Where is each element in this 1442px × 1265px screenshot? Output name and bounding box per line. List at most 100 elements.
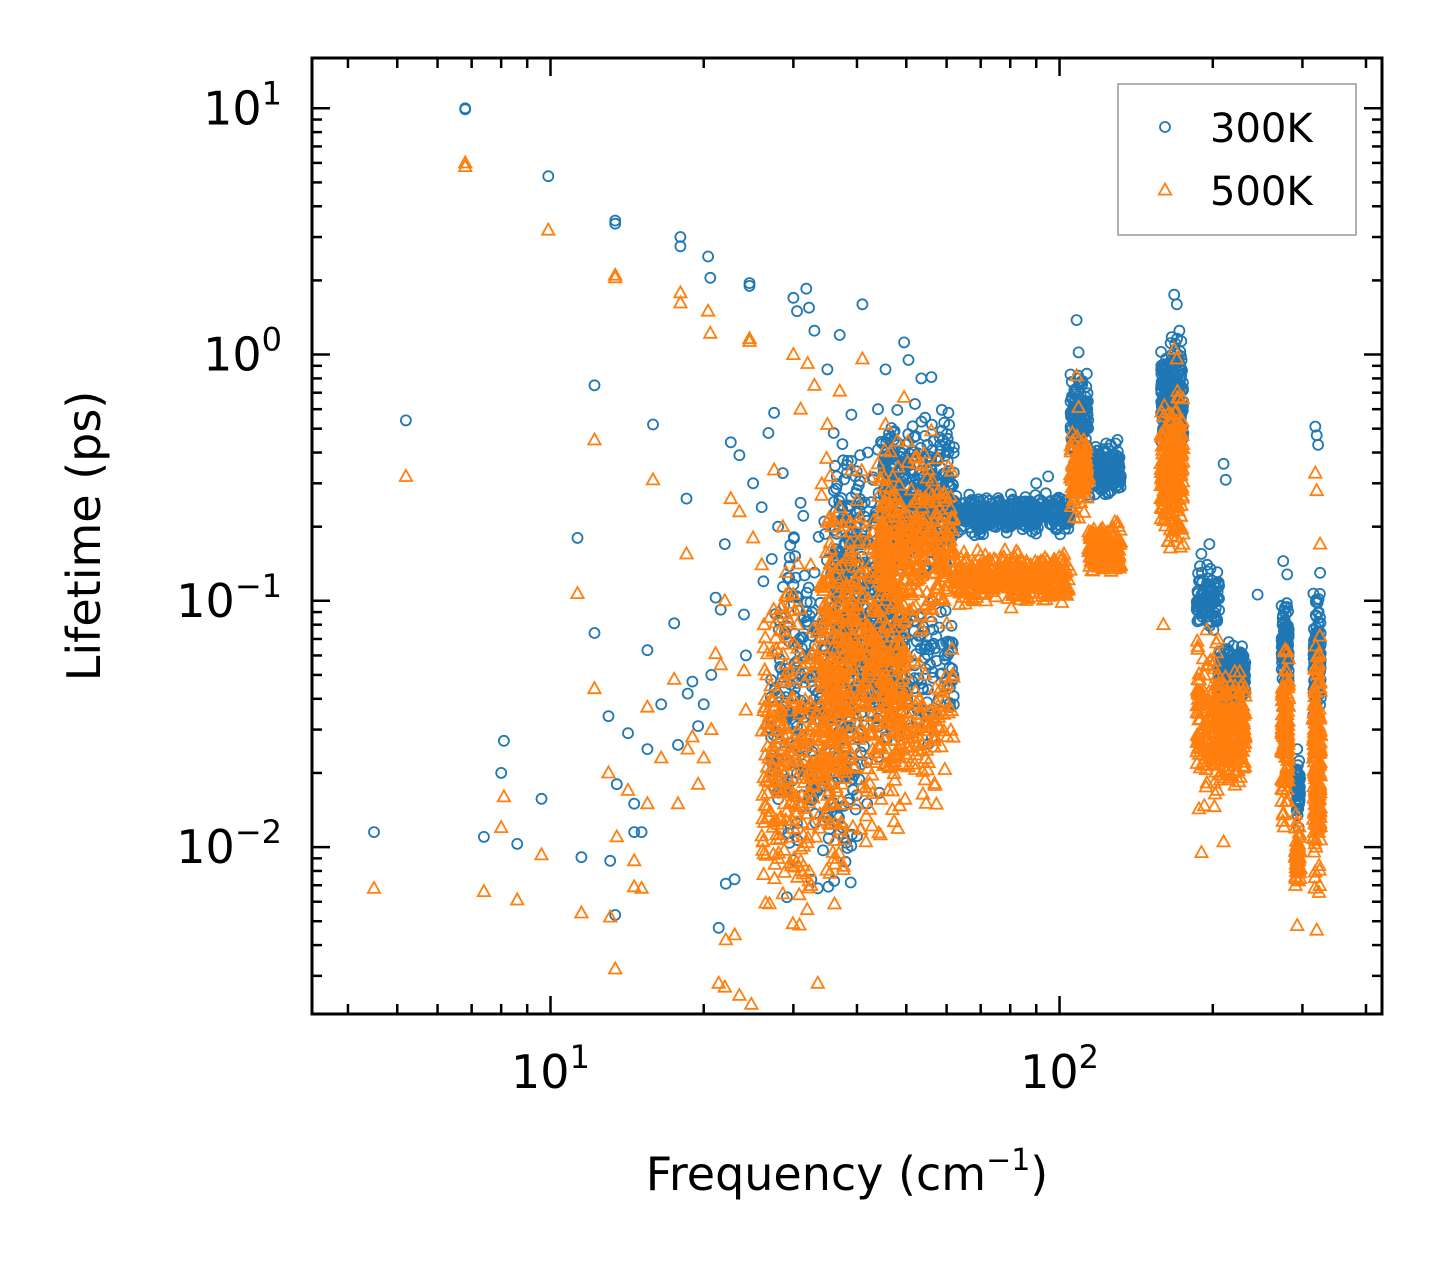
- point-300k: [692, 720, 704, 732]
- point-300k: [609, 217, 622, 230]
- point-300k: [641, 743, 654, 755]
- data-points: [366, 102, 1329, 1010]
- point-300k: [1312, 438, 1324, 451]
- point-300k: [1291, 784, 1304, 796]
- point-300k: [755, 501, 768, 514]
- point-300k: [828, 484, 840, 497]
- point-300k: [933, 431, 946, 444]
- point-300k: [1109, 465, 1122, 478]
- point-300k: [641, 644, 654, 657]
- point-300k: [647, 418, 659, 431]
- point-300k: [1016, 523, 1029, 536]
- point-500k: [772, 830, 789, 844]
- point-300k: [674, 240, 687, 253]
- point-300k: [1070, 314, 1083, 327]
- point-300k: [1203, 538, 1216, 550]
- point-300k: [1192, 605, 1205, 617]
- point-300k: [925, 371, 938, 384]
- point-300k: [705, 669, 718, 681]
- point-300k: [797, 509, 810, 522]
- point-300k: [1173, 324, 1186, 337]
- point-300k: [1194, 574, 1207, 586]
- point-300k: [997, 512, 1009, 524]
- point-500k: [755, 866, 772, 880]
- point-300k: [947, 446, 960, 459]
- point-300k: [821, 363, 834, 376]
- point-300k: [1277, 625, 1290, 637]
- point-300k: [1195, 548, 1208, 560]
- point-300k: [724, 436, 737, 449]
- point-300k: [1109, 457, 1121, 470]
- point-300k: [808, 566, 821, 579]
- point-300k: [791, 305, 803, 318]
- point-500k: [775, 885, 791, 900]
- point-300k: [588, 627, 601, 639]
- point-300k: [938, 649, 951, 662]
- point-500k: [816, 807, 832, 822]
- point-300k: [704, 271, 717, 284]
- point-300k: [1210, 612, 1222, 625]
- point-300k: [965, 493, 978, 506]
- point-300k: [925, 455, 938, 468]
- point-300k: [1042, 470, 1055, 483]
- point-300k: [757, 575, 770, 588]
- point-300k: [768, 406, 780, 419]
- point-300k: [930, 655, 943, 667]
- point-300k: [965, 516, 978, 528]
- point-300k: [1053, 496, 1066, 509]
- point-300k: [1309, 420, 1322, 433]
- point-300k: [961, 515, 974, 528]
- point-300k: [575, 851, 588, 864]
- point-300k: [1279, 601, 1291, 614]
- point-300k: [1053, 492, 1066, 505]
- point-300k: [477, 831, 490, 843]
- point-300k: [854, 449, 866, 462]
- point-300k: [1072, 346, 1085, 359]
- point-300k: [747, 477, 759, 490]
- point-300k: [1097, 446, 1110, 459]
- point-300k: [1000, 526, 1013, 539]
- point-300k: [845, 408, 858, 421]
- point-300k: [1277, 555, 1290, 567]
- point-300k: [765, 553, 778, 565]
- point-300k: [830, 482, 843, 495]
- point-500k: [755, 787, 771, 801]
- point-300k: [891, 404, 904, 416]
- point-300k: [610, 778, 623, 791]
- point-300k: [802, 581, 815, 594]
- point-300k: [887, 433, 900, 446]
- point-300k: [803, 301, 815, 314]
- point-300k: [1210, 582, 1223, 594]
- point-300k: [872, 403, 884, 416]
- point-300k: [819, 528, 831, 540]
- point-300k: [1201, 595, 1213, 608]
- point-300k: [788, 532, 800, 545]
- point-300k: [697, 698, 710, 711]
- point-300k: [571, 532, 584, 544]
- point-300k: [495, 767, 508, 779]
- point-300k: [794, 631, 807, 644]
- point-300k: [588, 379, 601, 392]
- point-300k: [1004, 513, 1017, 525]
- point-300k: [1231, 651, 1243, 664]
- point-300k: [902, 428, 915, 441]
- point-300k: [1176, 364, 1188, 377]
- point-300k: [850, 487, 862, 500]
- point-300k: [990, 505, 1002, 518]
- point-300k: [784, 539, 797, 552]
- point-300k: [927, 637, 940, 650]
- point-300k: [1017, 496, 1030, 509]
- point-300k: [1025, 516, 1037, 529]
- point-300k: [794, 496, 807, 509]
- point-300k: [781, 891, 793, 904]
- point-300k: [718, 538, 731, 550]
- point-300k: [841, 466, 853, 479]
- point-300k: [1022, 509, 1035, 522]
- point-300k: [1251, 588, 1264, 601]
- series-500k: [366, 154, 1329, 1010]
- point-300k: [920, 639, 933, 652]
- point-300k: [602, 710, 615, 723]
- point-300k: [1314, 566, 1326, 579]
- point-300k: [993, 494, 1005, 507]
